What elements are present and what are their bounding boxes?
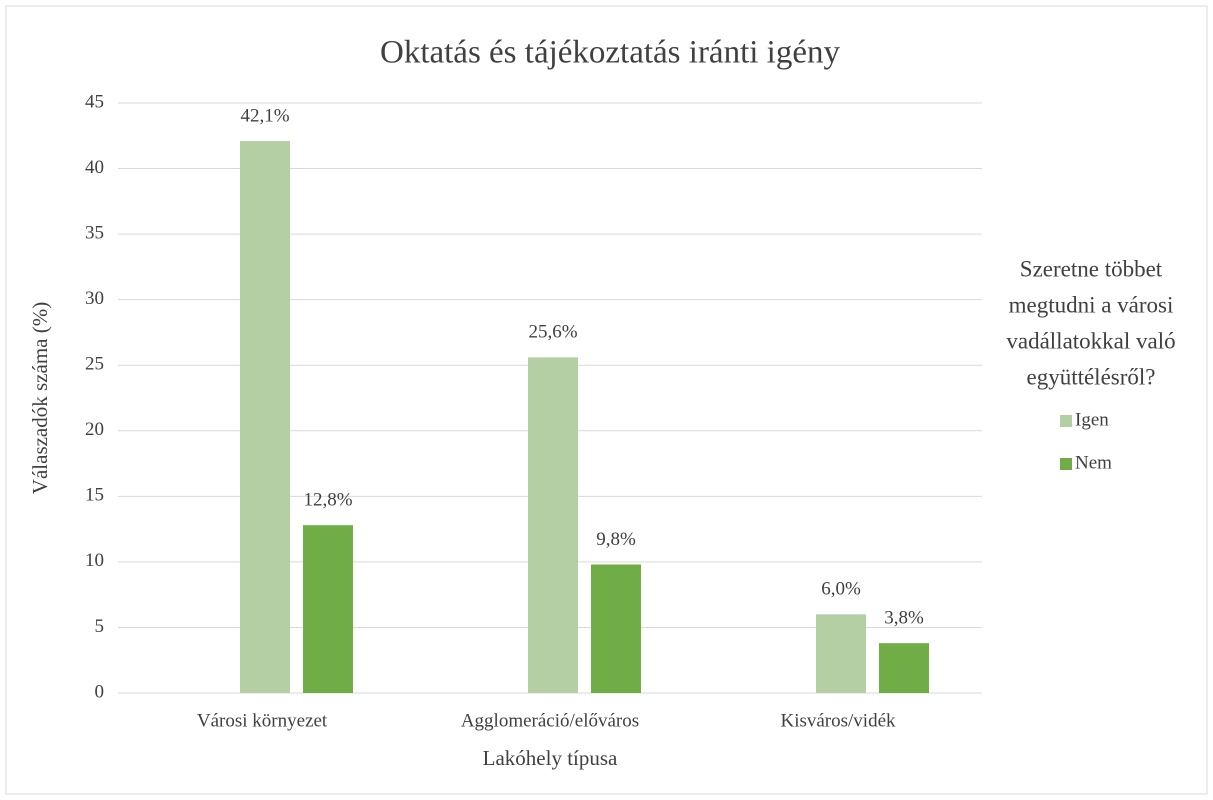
y-tick-label: 15 xyxy=(85,485,104,506)
y-tick-label: 25 xyxy=(85,354,104,375)
y-tick-label: 30 xyxy=(85,288,104,309)
bar xyxy=(528,357,578,693)
legend-swatch xyxy=(1060,415,1072,427)
legend-title: együttélésről? xyxy=(1026,364,1155,389)
data-label: 42,1% xyxy=(240,105,289,126)
legend-swatch xyxy=(1060,458,1072,470)
y-tick-label: 40 xyxy=(85,157,104,178)
bar xyxy=(303,525,353,693)
y-axis-label: Válaszadók száma (%) xyxy=(28,302,52,494)
bar xyxy=(591,564,641,693)
data-label: 12,8% xyxy=(303,490,352,511)
legend-label: Nem xyxy=(1075,452,1112,473)
y-tick-label: 20 xyxy=(85,419,104,440)
legend-title: Szeretne többet xyxy=(1020,256,1163,281)
y-tick-label: 5 xyxy=(95,616,105,637)
data-label: 9,8% xyxy=(596,529,636,550)
legend-title: vadállatokkal való xyxy=(1006,328,1175,353)
x-tick-label: Agglomeráció/előváros xyxy=(461,710,639,731)
bar xyxy=(879,643,929,693)
bar xyxy=(816,614,866,693)
chart-title: Oktatás és tájékoztatás iránti igény xyxy=(380,35,841,71)
data-label: 25,6% xyxy=(528,322,577,343)
x-tick-label: Kisváros/vidék xyxy=(780,710,896,731)
data-label: 3,8% xyxy=(884,608,924,629)
y-tick-label: 45 xyxy=(85,91,104,112)
x-tick-label: Városi környezet xyxy=(197,710,328,731)
y-tick-label: 35 xyxy=(85,222,104,243)
y-tick-label: 10 xyxy=(85,550,104,571)
data-label: 6,0% xyxy=(821,579,861,600)
legend-label: Igen xyxy=(1075,409,1109,430)
legend-title: megtudni a városi xyxy=(1009,292,1174,317)
bar xyxy=(240,141,290,693)
y-tick-label: 0 xyxy=(95,681,105,702)
x-axis-label: Lakóhely típusa xyxy=(483,746,618,770)
